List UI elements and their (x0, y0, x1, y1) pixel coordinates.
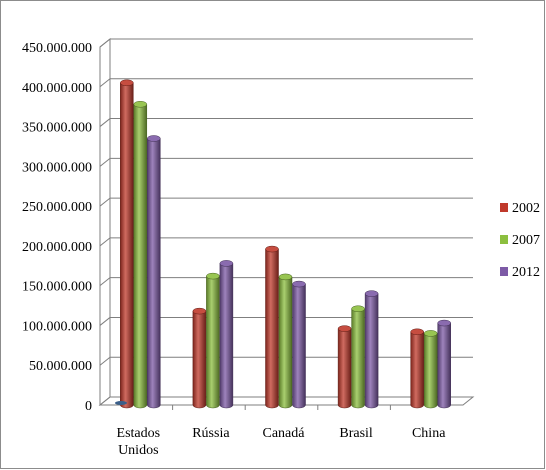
y-tick-label: 250.000.000 (22, 200, 92, 215)
x-tick-label: Brasil (339, 426, 373, 441)
zero-marker (115, 401, 127, 405)
bar-2002-canadá (265, 245, 279, 409)
bar-2007-estados-unidos (133, 101, 148, 409)
legend-label-2007: 2007 (512, 233, 540, 248)
x-tick-label: Rússia (192, 426, 230, 441)
y-tick-label: 350.000.000 (22, 121, 92, 136)
y-tick-label: 200.000.000 (22, 240, 92, 255)
legend-swatch-2007 (500, 235, 508, 244)
bar-2007-china (423, 330, 438, 409)
bar-2002-estados-unidos (120, 79, 134, 409)
gridline-diagonal (99, 118, 111, 127)
bar-2007-rússia (206, 272, 220, 409)
gridline-diagonal (99, 197, 111, 207)
x-tick-label: Estados Unidos (117, 426, 161, 458)
legend-label-2002: 2002 (512, 201, 540, 216)
y-tick-label: 400.000.000 (22, 81, 92, 96)
gridline-diagonal (99, 157, 111, 167)
y-tick-label: 100.000.000 (22, 319, 92, 334)
bar-2002-rússia (192, 307, 207, 409)
x-tick-label: Canadá (263, 426, 306, 441)
bar-2012-china (437, 319, 451, 409)
bars (115, 79, 451, 409)
legend-swatch-2002 (500, 203, 508, 212)
y-tick-label: 450.000.000 (22, 41, 92, 56)
y-axis-tick-labels: 0 50.000.000 100.000.000 150.000.000 200.000… (22, 41, 92, 414)
bar-2012-rússia (219, 260, 234, 409)
bar-2012-estados-unidos (147, 135, 161, 409)
y-tick-label: 0 (85, 399, 92, 414)
bar-2007-canadá (278, 273, 293, 409)
gridline-diagonal (99, 317, 111, 326)
gridline-diagonal (99, 356, 111, 366)
y-tick-label: 50.000.000 (29, 359, 92, 374)
gridlines (99, 38, 473, 410)
x-tick-label: China (412, 426, 446, 441)
bar-2012-canadá (292, 280, 306, 409)
gridline-diagonal (99, 78, 111, 88)
gridline-diagonal (99, 38, 111, 48)
bar-2007-brasil (351, 305, 365, 409)
bar-2002-china (410, 328, 424, 409)
gridline-diagonal (99, 277, 111, 287)
gridline-diagonal (99, 237, 111, 247)
y-tick-label: 300.000.000 (22, 160, 92, 175)
legend-swatch-2012 (500, 267, 508, 276)
y-tick-label: 150.000.000 (22, 280, 92, 295)
side-wall (99, 37, 111, 407)
x-axis-tick-labels: Estados Unidos Rússia Canadá Brasil China (117, 426, 447, 458)
bar-2002-brasil (337, 325, 352, 409)
bar-2012-brasil (364, 290, 379, 409)
legend: 2002 2007 2012 (500, 201, 540, 280)
legend-label-2012: 2012 (512, 265, 540, 280)
